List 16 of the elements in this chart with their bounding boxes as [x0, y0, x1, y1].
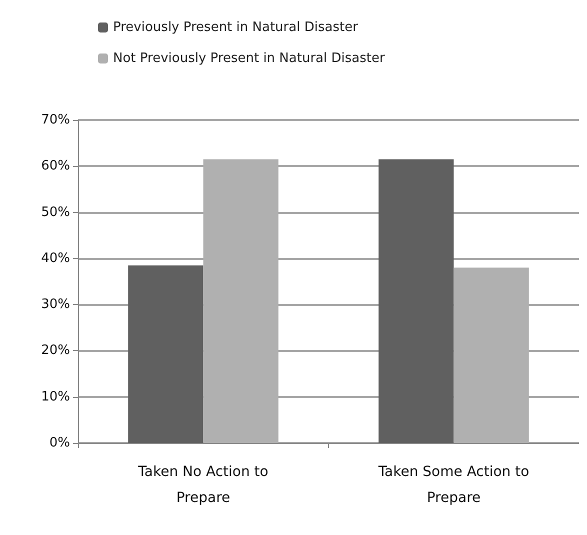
y-tick-label: 10% — [41, 389, 70, 404]
y-tick-label: 20% — [41, 343, 70, 358]
bar — [454, 268, 529, 443]
y-tick-label: 30% — [41, 297, 70, 312]
legend-label: Previously Present in Natural Disaster — [113, 20, 359, 35]
y-tick-label: 70% — [41, 112, 70, 128]
x-tick-label: Taken Some Action to Prepare — [377, 464, 530, 506]
legend-label: Not Previously Present in Natural Disaster — [113, 51, 386, 66]
bar — [378, 159, 454, 443]
y-tick-label: 40% — [41, 250, 70, 266]
x-tick-label: Taken No Action to Prepare — [137, 464, 268, 506]
y-tick-label: 60% — [41, 158, 70, 174]
bar — [128, 265, 204, 443]
y-tick-label: 0% — [49, 436, 70, 450]
y-tick-label: 50% — [41, 204, 70, 220]
bar — [203, 159, 278, 443]
